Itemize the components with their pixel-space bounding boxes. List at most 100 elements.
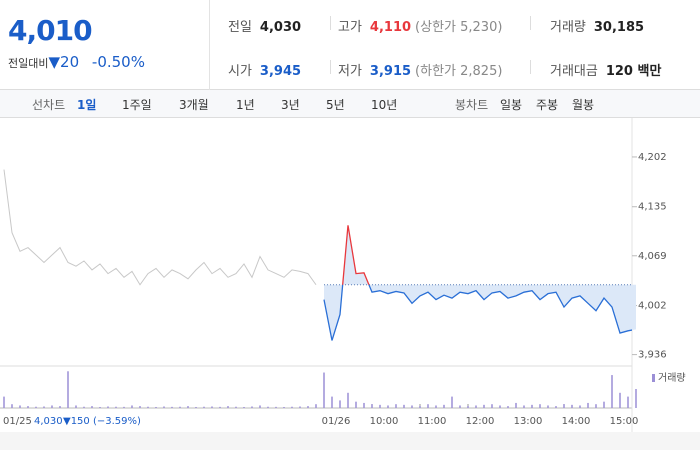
volume-bar [499,405,501,408]
period-tab[interactable]: 3개월 [179,98,209,112]
price-line [3,169,317,286]
volume-bar [147,406,149,408]
volume-bar [627,396,629,408]
volume-bar [379,404,381,408]
stat: 고가 4,110 (상한가 5,230) [338,16,502,35]
change-value: 20 [60,53,80,71]
volume-bar [571,404,573,408]
volume-bar [75,405,77,408]
period-tab[interactable]: 5년 [326,98,345,112]
volume-bar [307,406,309,408]
volume-bar [523,405,525,408]
volume-bar [395,404,397,408]
volume-bar [91,406,93,408]
y-tick-label: 4,202 [638,152,667,163]
separator [530,16,531,30]
volume-bar [227,406,229,408]
stat-note: (하한가 2,825) [415,64,503,79]
y-tick-label: 4,069 [638,251,667,262]
change-arrow: ▼ [48,53,61,71]
prev-change: ▼150 (−3.59%) [63,416,141,427]
volume-bar [515,402,517,408]
area-fill [324,225,636,341]
volume-bar [299,406,301,408]
volume-bar [315,404,317,408]
stat-label: 저가 [338,64,362,79]
x-tick-label: 13:00 [514,416,543,427]
price-line [323,284,632,341]
volume-bar [419,406,421,408]
volume-bar [467,406,469,408]
stat-value: 120 백만 [605,64,662,79]
stat-value: 3,945 [259,64,302,79]
volume-bar [403,404,405,408]
stat: 저가 3,915 (하한가 2,825) [338,60,502,79]
y-tick-label: 4,002 [638,301,667,312]
candle-tab[interactable]: 주봉 [536,98,559,112]
volume-bar [451,396,453,408]
volume-bar [555,406,557,408]
volume-bar [491,404,493,408]
stat-value: 4,030 [259,20,302,35]
period-tab[interactable]: 3년 [281,98,300,112]
x-tick-label: 14:00 [562,416,591,427]
volume-bar [115,406,117,408]
volume-legend-swatch [652,374,655,382]
volume-bar [363,402,365,408]
volume-bar [579,405,581,408]
x-tick-label: 15:00 [610,416,639,427]
volume-bar [43,406,45,408]
volume-bar [635,389,637,408]
stat-label: 거래량 [550,20,586,35]
volume-bar [99,406,101,408]
volume-bar [531,404,533,408]
volume-bar [291,406,293,408]
volume-bar [563,404,565,408]
stat: 거래량 30,185 [550,16,644,35]
volume-bar [387,405,389,408]
volume-bar [475,405,477,408]
volume-bar [67,371,69,408]
volume-bar [595,404,597,408]
volume-bar [339,400,341,408]
period-tab[interactable]: 10년 [371,98,398,112]
volume-bar [411,405,413,408]
candle-tab[interactable]: 일봉 [500,98,523,112]
tab-group-label: 선차트 [32,98,66,112]
stat-label: 시가 [228,64,252,79]
stat-label: 전일 [228,20,252,35]
stat: 전일 4,030 [228,16,301,35]
x-tick-label: 11:00 [418,416,447,427]
candle-tab[interactable]: 월봉 [572,98,595,112]
volume-bar [163,406,165,408]
volume-bar [459,405,461,408]
stat: 거래대금 120 백만 [550,60,661,79]
y-tick-label: 4,135 [638,202,667,213]
volume-bar [619,392,621,408]
x-tick-label: 01/26 [322,416,351,427]
volume-bar [235,406,237,408]
stat: 시가 3,945 [228,60,301,79]
volume-bar [243,406,245,408]
volume-bar [283,406,285,408]
change-percent: -0.50% [91,53,145,71]
volume-bar [131,405,133,408]
volume-bar [171,406,173,408]
period-tab[interactable]: 1주일 [122,98,152,112]
stat-label: 거래대금 [550,64,598,79]
volume-bar [27,406,29,408]
volume-bar [323,372,325,408]
period-tab[interactable]: 1일 [77,98,97,112]
volume-bar [547,405,549,408]
prev-date: 01/25 [3,416,32,427]
volume-bar [507,406,509,408]
volume-legend: 거래량 [658,372,686,384]
x-tick-label: 10:00 [370,416,399,427]
volume-bar [251,406,253,408]
period-tab[interactable]: 1년 [236,98,255,112]
volume-bar [83,406,85,408]
volume-bar [155,406,157,408]
volume-bar [275,406,277,408]
volume-bar [107,406,109,408]
